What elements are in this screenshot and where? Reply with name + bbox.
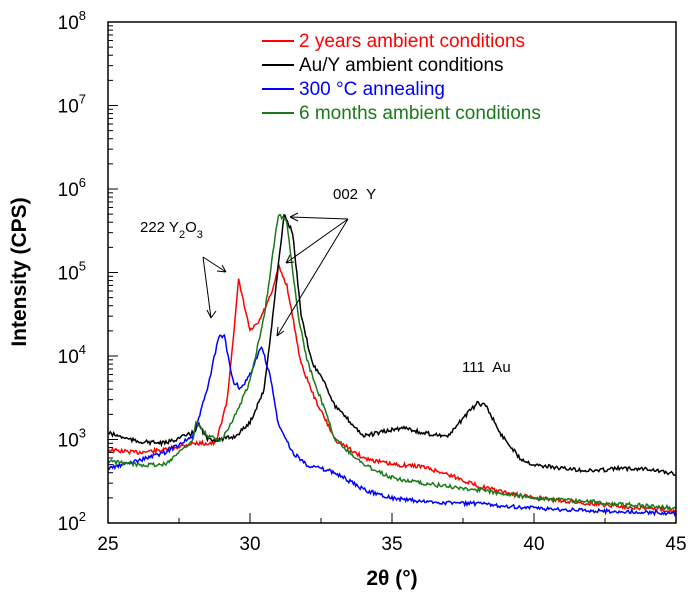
y-tick-label: 108 [58,8,86,34]
series-line-0 [107,261,677,514]
annotation-002y: 002 Y [333,186,376,203]
y-tick-label: 104 [58,342,86,368]
y-axis-label: Intensity (CPS) [8,197,31,346]
y-tick-label: 106 [58,175,86,201]
annotation-111au: 111 Au [462,359,511,376]
y-tick-label: 103 [58,426,86,452]
legend-label: Au/Y ambient conditions [299,55,504,76]
y-tick-label: 107 [58,92,86,118]
x-tick-label: 25 [97,534,118,555]
y-tick-label: 102 [58,509,86,535]
legend-label: 300 °C annealing [299,79,445,100]
x-axis-label: 2θ (°) [366,567,417,590]
annotation-arrows [202,212,349,337]
annotation-y2o3: 222 Y2O3 [140,219,203,241]
x-tick-label: 30 [239,534,260,555]
x-tick-label: 45 [665,534,686,555]
x-tick-label: 35 [381,534,402,555]
y-tick-label: 105 [58,259,86,285]
series-line-2 [107,333,677,517]
series-line-3 [107,213,677,511]
legend-label: 2 years ambient conditions [299,31,525,52]
legend-label: 6 months ambient conditions [299,103,541,124]
x-tick-label: 40 [523,534,544,555]
legend: 2 years ambient conditions Au/Y ambient c… [262,31,541,124]
